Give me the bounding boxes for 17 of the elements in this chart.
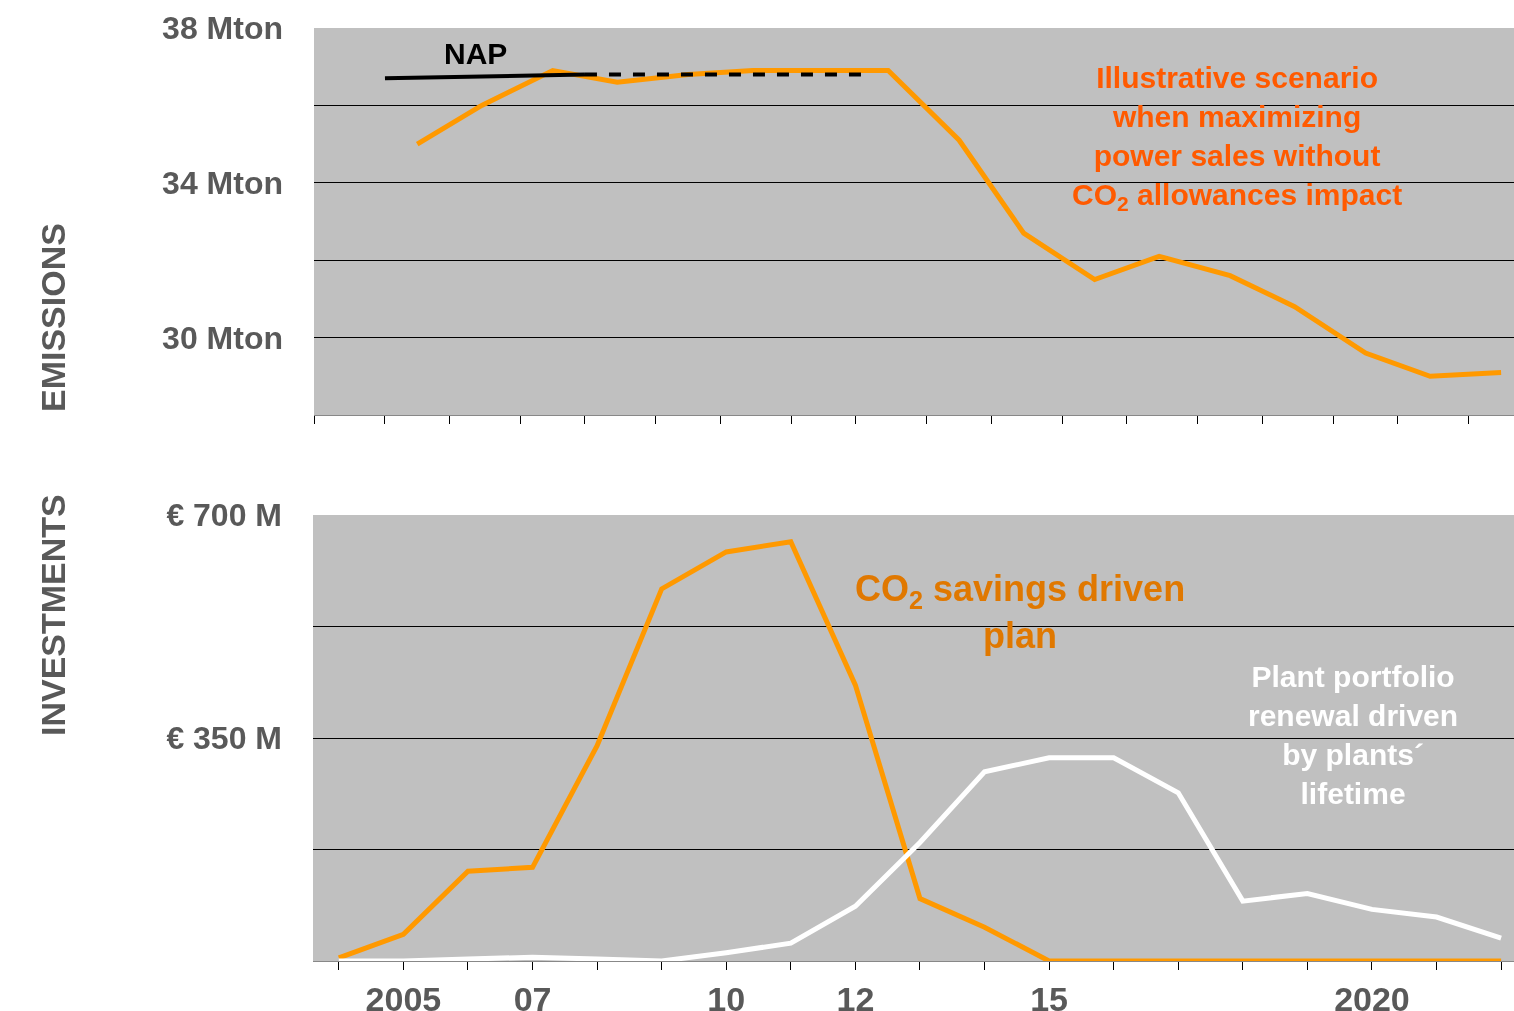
y-tick-label: 34 Mton — [162, 165, 283, 201]
annotation: Illustrative scenario when maximizing power sales without CO$_{2}$ allowances impact — [1072, 61, 1403, 216]
x-tick-label: 2020 — [1334, 979, 1410, 1011]
y-tick-label: € 700 M — [166, 497, 282, 534]
x-tick-label: 07 — [513, 979, 552, 1011]
x-tick-label: 2005 — [365, 979, 442, 1011]
y-tick-label: € 350 M — [166, 720, 282, 757]
y-tick-label: 30 Mton — [162, 319, 283, 356]
y-axis-title: EMISSIONS — [34, 223, 72, 412]
x-tick-label: 15 — [1030, 979, 1069, 1011]
x-tick-label: 12 — [836, 979, 875, 1011]
annotation: Plant portfolio renewal driven by plants´ lifetime — [1248, 660, 1459, 810]
series-label: NAP — [444, 37, 508, 70]
annotation: CO$_{2}$ savings driven plan — [855, 568, 1186, 656]
y-axis-title: INVESTMENTS — [34, 494, 72, 736]
y-tick-label: 38 Mton — [162, 10, 283, 47]
x-tick-label: 10 — [707, 979, 746, 1011]
